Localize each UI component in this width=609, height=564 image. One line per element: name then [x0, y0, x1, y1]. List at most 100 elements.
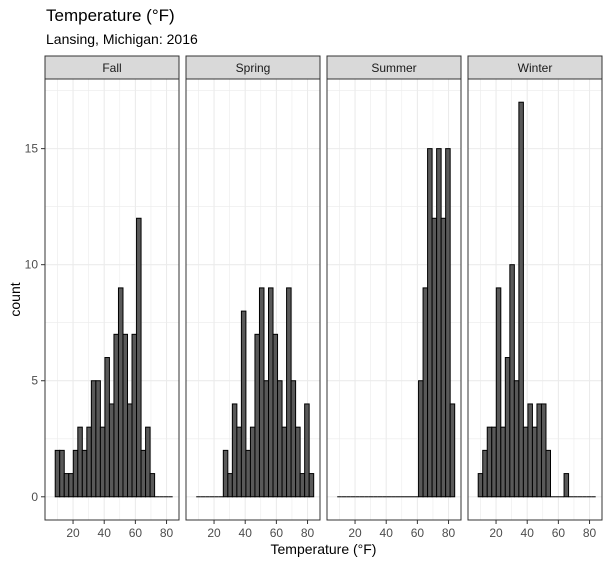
y-tick-label: 15 [25, 142, 39, 156]
histogram-bar [299, 473, 306, 498]
facet-strip-label: Spring [236, 61, 271, 75]
histogram-bar [77, 426, 83, 498]
y-tick-label: 5 [31, 374, 38, 388]
histogram-bar [281, 426, 288, 498]
histogram-bar [427, 148, 433, 498]
histogram-bar [495, 287, 502, 498]
histogram-bar [240, 310, 247, 498]
histogram-bar [149, 473, 156, 498]
histogram-bar [422, 287, 429, 498]
x-tick-label: 40 [239, 526, 253, 540]
x-tick-label: 80 [301, 526, 315, 540]
histogram-bar [491, 426, 497, 498]
histogram-bar [268, 287, 274, 498]
histogram-bar [304, 403, 310, 498]
x-tick-label: 80 [160, 526, 174, 540]
histogram-bar [545, 449, 552, 498]
x-tick-label: 80 [442, 526, 456, 540]
histogram-bar [531, 426, 538, 498]
histogram-bar [245, 449, 251, 498]
facet-strip-label: Fall [102, 61, 121, 75]
histogram-bar [227, 473, 233, 498]
histogram-bar [145, 426, 151, 498]
histogram-bar [277, 380, 283, 498]
histogram-bar [63, 473, 70, 498]
histogram-bar [290, 380, 297, 498]
histogram-bar [113, 333, 119, 498]
x-tick-label: 60 [411, 526, 425, 540]
chart-title: Temperature (°F) [46, 6, 175, 25]
histogram-bar [99, 426, 106, 498]
histogram-bar [68, 473, 74, 498]
histogram-bar [509, 264, 515, 498]
facet-panel-border [44, 78, 180, 521]
histogram-bar [477, 473, 484, 498]
histogram-bar [249, 426, 256, 498]
histogram-bar [131, 333, 138, 498]
histogram-bar [59, 449, 65, 498]
histogram-bar [254, 333, 260, 498]
histogram-bar [522, 426, 529, 498]
x-tick-label: 40 [380, 526, 394, 540]
histogram-bar [436, 148, 442, 498]
histogram-bar [54, 449, 61, 498]
histogram-bar [136, 217, 142, 498]
histogram-bar [295, 426, 301, 498]
histogram-bar [231, 403, 238, 498]
x-tick-label: 40 [98, 526, 112, 540]
x-tick-label: 20 [207, 526, 221, 540]
chart-subtitle: Lansing, Michigan: 2016 [46, 31, 198, 47]
x-tick-label: 40 [521, 526, 535, 540]
histogram-bar [90, 380, 97, 498]
histogram-bar [122, 333, 129, 498]
histogram-bar [258, 287, 265, 498]
histogram-bar [563, 473, 570, 498]
y-axis-title: count [7, 282, 23, 316]
histogram-bar [486, 426, 493, 498]
x-tick-label: 20 [66, 526, 80, 540]
histogram-bar [272, 333, 279, 498]
x-tick-label: 80 [583, 526, 597, 540]
histogram-bar [72, 449, 79, 498]
histogram-bar [418, 380, 424, 498]
facet-panel-border [326, 78, 462, 521]
histogram-bar [286, 287, 292, 498]
x-tick-label: 20 [489, 526, 503, 540]
histogram-bar [513, 380, 520, 498]
histogram-bar [449, 403, 456, 498]
histogram-bar [104, 357, 110, 498]
histogram-bar [518, 101, 524, 498]
histogram-bar [95, 380, 101, 498]
facet-strip-label: Summer [371, 61, 416, 75]
histogram-bar [222, 449, 229, 498]
histogram-bar [108, 403, 115, 498]
histogram-bar [263, 380, 270, 498]
histogram-bar [117, 287, 124, 498]
histogram-bar [504, 357, 511, 498]
histogram-bar [482, 449, 488, 498]
histogram-bar [540, 403, 547, 498]
histogram-bar [308, 473, 315, 498]
x-tick-label: 60 [552, 526, 566, 540]
histogram-bar [527, 403, 533, 498]
histogram-bar [431, 217, 438, 498]
histogram-bar [445, 148, 451, 498]
y-tick-label: 0 [31, 490, 38, 504]
facet-strip-label: Winter [518, 61, 553, 75]
histogram-bar [140, 449, 147, 498]
histogram-bar [86, 426, 92, 498]
facet-panel-border [467, 78, 603, 521]
histogram-bar [500, 426, 506, 498]
y-tick-label: 10 [25, 258, 39, 272]
histogram-bar [81, 449, 88, 498]
x-tick-label: 20 [348, 526, 362, 540]
histogram-bar [440, 217, 447, 498]
facet-panel-border [185, 78, 321, 521]
x-tick-label: 60 [270, 526, 284, 540]
x-tick-label: 60 [129, 526, 143, 540]
histogram-bar [536, 403, 542, 498]
histogram-bar [127, 403, 133, 498]
histogram-bar [236, 426, 242, 498]
x-axis-title: Temperature (°F) [271, 541, 377, 557]
